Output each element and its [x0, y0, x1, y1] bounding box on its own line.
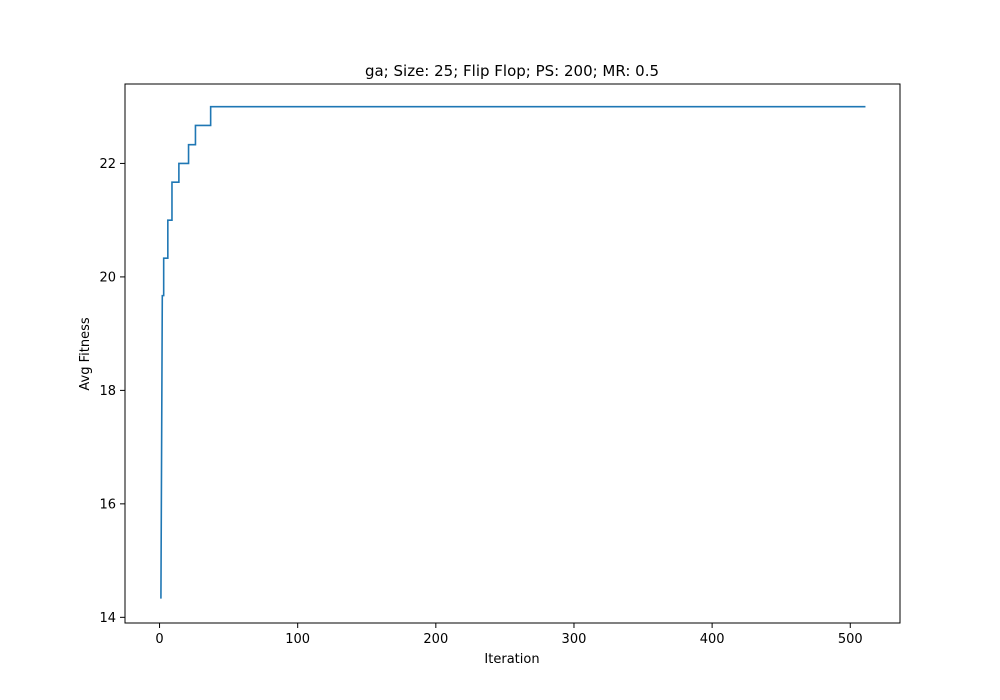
x-tick-label: 0: [155, 632, 163, 647]
y-tick-label: 16: [99, 497, 116, 512]
x-tick-label: 400: [700, 632, 725, 647]
y-tick-label: 22: [99, 157, 116, 172]
chart-title: ga; Size: 25; Flip Flop; PS: 200; MR: 0.…: [365, 62, 659, 80]
y-axis-ticks: 14 16 18 20 22: [99, 157, 125, 626]
x-tick-label: 200: [423, 632, 448, 647]
plot-frame: [124, 83, 901, 624]
plot-area: [160, 105, 866, 599]
y-tick-label: 20: [99, 270, 116, 285]
y-tick-label: 14: [99, 611, 116, 626]
x-axis-ticks: 0 100 200 300 400 500: [155, 623, 863, 647]
x-tick-label: 500: [838, 632, 863, 647]
x-tick-label: 300: [562, 632, 587, 647]
x-tick-label: 100: [285, 632, 310, 647]
x-axis-label: Iteration: [484, 652, 539, 667]
y-axis-label: Avg Fitness: [78, 317, 93, 390]
series-line-0: [160, 105, 866, 599]
y-tick-label: 18: [99, 384, 116, 399]
